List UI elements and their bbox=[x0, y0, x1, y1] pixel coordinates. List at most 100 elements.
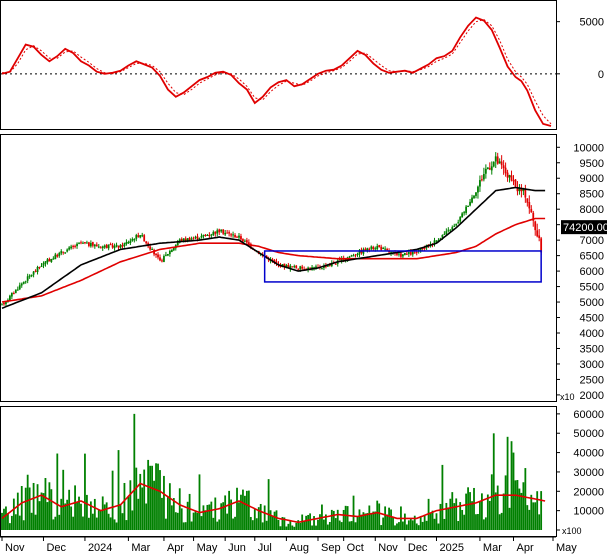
price-candle-body bbox=[151, 248, 153, 250]
x-axis-tick-label: Aug bbox=[289, 542, 309, 554]
volume-bar bbox=[7, 513, 9, 530]
volume-bar bbox=[421, 521, 424, 530]
volume-bar bbox=[14, 514, 17, 530]
price-candle-body bbox=[184, 238, 187, 241]
price-candle-body bbox=[275, 261, 278, 264]
volume-bar bbox=[411, 520, 414, 530]
volume-bar bbox=[172, 498, 175, 530]
price-candle-body bbox=[411, 251, 414, 255]
price-candle-body bbox=[202, 234, 205, 237]
volume-bar bbox=[38, 501, 41, 530]
volume-bar bbox=[344, 505, 347, 530]
price-candle-body bbox=[18, 285, 21, 290]
volume-bar bbox=[378, 503, 381, 530]
price-candle-body bbox=[415, 251, 418, 253]
price-candle-body bbox=[496, 156, 499, 164]
volume-bar bbox=[405, 524, 408, 530]
price-candle-body bbox=[236, 236, 238, 238]
volume-bar bbox=[445, 502, 448, 530]
price-candle-body bbox=[311, 267, 313, 269]
volume-bar bbox=[396, 523, 398, 530]
price-candle-body bbox=[46, 259, 49, 263]
price-candle-body bbox=[508, 175, 511, 178]
volume-bar bbox=[267, 479, 270, 530]
volume-bar bbox=[34, 514, 37, 530]
price-candle-body bbox=[66, 249, 69, 252]
price-candle-body bbox=[165, 254, 167, 256]
volume-tick-label: 30000 bbox=[573, 467, 604, 479]
volume-bar bbox=[303, 520, 306, 530]
volume-bar bbox=[151, 465, 153, 530]
price-candle-body bbox=[376, 246, 379, 250]
volume-bar bbox=[374, 511, 377, 530]
price-candle-body bbox=[240, 236, 242, 240]
price-tick-label: 9000 bbox=[580, 173, 604, 185]
price-candle-body bbox=[435, 240, 438, 242]
price-candle-body bbox=[423, 247, 426, 249]
oscillator-y-ticks: 5000 0 bbox=[556, 17, 604, 81]
volume-bar bbox=[435, 513, 438, 530]
price-candle-body bbox=[504, 167, 507, 174]
volume-bar bbox=[78, 496, 80, 530]
volume-bar bbox=[62, 469, 65, 530]
volume-panel: 60000 50000 40000 30000 20000 10000 x100 bbox=[0, 406, 604, 537]
volume-bar bbox=[390, 509, 392, 530]
x-axis-tick-label: Dec bbox=[46, 542, 66, 554]
volume-bar bbox=[131, 510, 134, 530]
price-candle-body bbox=[208, 235, 211, 237]
volume-bar bbox=[24, 487, 27, 530]
x-axis-tick-label: 2024 bbox=[88, 542, 112, 554]
volume-bar bbox=[149, 465, 152, 530]
price-candle-body bbox=[285, 265, 288, 267]
volume-bar bbox=[139, 473, 142, 530]
volume-bar bbox=[350, 521, 353, 530]
volume-bar bbox=[174, 512, 177, 530]
price-candle-body bbox=[218, 229, 221, 233]
price-candle-body bbox=[44, 261, 47, 264]
volume-bar bbox=[28, 487, 31, 530]
price-candle-body bbox=[166, 253, 169, 256]
volume-bar bbox=[74, 485, 76, 530]
volume-bar bbox=[362, 512, 365, 530]
price-candle-body bbox=[242, 239, 244, 242]
volume-bar bbox=[180, 508, 183, 530]
volume-bar bbox=[82, 516, 84, 530]
volume-bar bbox=[407, 520, 410, 530]
volume-bar bbox=[447, 507, 450, 530]
x-axis-tick-label: Sep bbox=[321, 542, 341, 554]
volume-bar bbox=[386, 514, 389, 530]
price-candle-body bbox=[467, 206, 469, 208]
price-candle-body bbox=[293, 266, 296, 268]
price-tick-label: 9500 bbox=[580, 158, 604, 170]
price-candle-body bbox=[334, 263, 337, 265]
volume-bar bbox=[10, 515, 13, 530]
price-candle-body bbox=[5, 301, 7, 305]
volume-bar bbox=[121, 513, 124, 530]
price-candle-body bbox=[34, 270, 37, 272]
price-candle-body bbox=[538, 235, 541, 238]
oscillator-series-group bbox=[1, 16, 552, 127]
volume-bar bbox=[87, 517, 90, 530]
volume-bar bbox=[153, 480, 155, 530]
price-candle-body bbox=[396, 252, 398, 255]
price-candle-body bbox=[510, 175, 513, 181]
volume-bar bbox=[242, 489, 244, 530]
volume-bar bbox=[271, 516, 274, 530]
price-candle-body bbox=[68, 247, 71, 250]
volume-bar bbox=[423, 514, 426, 530]
price-candle-body bbox=[10, 292, 13, 297]
volume-bar bbox=[170, 505, 173, 530]
x-axis-tick-label: Apr bbox=[167, 542, 184, 554]
volume-bar bbox=[463, 514, 466, 530]
price-candle-body bbox=[230, 234, 232, 236]
volume-bar bbox=[178, 488, 181, 530]
price-candle-body bbox=[326, 265, 329, 267]
volume-bar bbox=[52, 519, 55, 530]
volume-bar bbox=[80, 503, 82, 530]
volume-bar bbox=[492, 433, 495, 530]
price-tick-label: 2500 bbox=[580, 374, 604, 386]
volume-bar bbox=[133, 413, 136, 530]
price-candle-body bbox=[84, 242, 86, 244]
price-candle-body bbox=[76, 243, 78, 247]
price-candle-body bbox=[477, 186, 479, 193]
